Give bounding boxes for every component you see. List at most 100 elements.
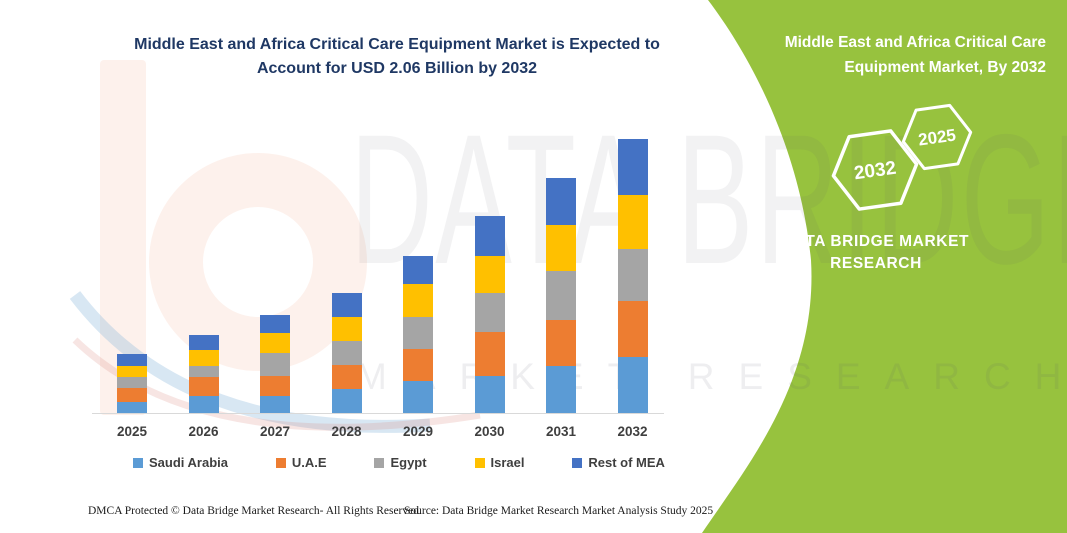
bar-segment-2029-saudi-arabia [403,381,433,413]
legend-item-rest-of-mea: Rest of MEA [572,455,665,470]
x-axis-label-2026: 2026 [188,424,219,439]
bar-segment-2032-saudi-arabia [617,357,648,413]
bar-segment-2029-egypt [403,317,433,350]
bar-segment-2026-u-a-e [188,377,219,396]
brand-name-line1: DATA BRIDGE MARKET [782,233,970,250]
green-panel-shape [702,0,1067,533]
x-axis-label-2031: 2031 [545,424,577,439]
hexagon-2032: 2032 [831,129,919,211]
bar-segment-2032-u-a-e [617,301,648,358]
bar-segment-2028-saudi-arabia [331,389,362,413]
bar-segment-2027-israel [260,333,290,354]
legend-item-egypt: Egypt [374,455,427,470]
x-axis-label-2028: 2028 [331,424,362,439]
hexagon-2025: 2025 [901,103,973,171]
bar-segment-2030-egypt [474,293,505,332]
legend-label: Rest of MEA [588,455,665,470]
bar-segment-2031-israel [546,225,576,271]
bar-2030 [474,216,505,413]
bar-segment-2032-israel [617,194,648,250]
chart-title-line2: Account for USD 2.06 Billion by 2032 [256,60,538,77]
bar-segment-2031-rest-of-mea [546,177,576,226]
bar-segment-2029-israel [403,283,433,318]
bar-segment-2030-rest-of-mea [474,216,505,257]
legend-item-saudi-arabia: Saudi Arabia [133,455,228,470]
bar-segment-2027-u-a-e [260,375,290,396]
side-panel-title-line1: Middle East and Africa Critical Care [784,34,1046,51]
legend-swatch-icon [133,457,143,468]
legend-label: Israel [490,455,525,470]
bar-2029 [403,256,433,413]
x-axis-label-2030: 2030 [474,424,505,439]
logo-red-swoosh [72,337,481,431]
brand-name: DATA BRIDGE MARKET RESEARCH [745,231,1007,275]
bar-2031 [546,177,576,413]
hexagon-badges: 2032 2025 [831,103,973,211]
bar-segment-2028-rest-of-mea [331,293,362,318]
bar-segment-2027-saudi-arabia [260,395,290,413]
bar-segment-2026-saudi-arabia [188,395,219,413]
legend-swatch-icon [275,457,286,468]
x-axis-label-2029: 2029 [402,424,434,439]
bar-segment-2026-egypt [188,366,219,378]
brand-name-line2: RESEARCH [830,255,922,272]
bar-segment-2028-egypt [331,341,362,366]
bar-segment-2025-israel [117,366,147,378]
bar-segment-2025-u-a-e [117,387,147,403]
bar-segment-2026-israel [188,350,219,367]
bar-segment-2030-u-a-e [474,331,505,376]
bar-2026 [188,334,219,413]
bar-segment-2031-u-a-e [546,319,576,367]
source-note: Source: Data Bridge Market Research Mark… [404,505,714,517]
bar-segment-2029-rest-of-mea [403,256,433,284]
bar-2028 [331,293,362,413]
bar-segment-2027-rest-of-mea [260,314,290,334]
bar-segment-2027-egypt [260,353,290,376]
logo-blue-swoosh [69,291,431,433]
bar-segment-2028-u-a-e [331,365,362,390]
legend-label: Egypt [390,455,427,470]
bar-segment-2031-saudi-arabia [546,366,576,413]
legend-item-israel: Israel [474,455,525,470]
logo-b-bowl [149,153,367,371]
legend-label: U.A.E [291,455,327,470]
bar-segment-2026-rest-of-mea [188,334,219,351]
bar-segment-2028-israel [331,317,362,342]
dmca-notice: DMCA Protected © Data Bridge Market Rese… [88,505,422,517]
x-axis-line [92,413,664,414]
bar-2025 [117,354,147,413]
chart-legend: Saudi Arabia U.A.E Egypt Israel Rest of MEA [133,455,665,470]
x-axis-label-2032: 2032 [617,424,648,439]
chart-title-line1: Middle East and Africa Critical Care Equ… [134,36,660,53]
hexagon-2025-shape [901,103,973,171]
chart-title: Middle East and Africa Critical Care Equ… [97,33,697,81]
legend-label: Saudi Arabia [149,455,228,470]
bar-segment-2032-egypt [617,249,648,302]
legend-item-u-a-e: U.A.E [275,455,327,470]
legend-swatch-icon [572,457,583,468]
side-panel-title-line2: Equipment Market, By 2032 [844,59,1046,76]
hexagon-2032-outline [831,129,919,211]
x-axis-label-2025: 2025 [116,424,148,439]
bar-segment-2025-egypt [117,377,147,388]
bar-segment-2030-israel [474,256,505,294]
bar-2032 [617,139,648,413]
bar-segment-2031-egypt [546,270,576,320]
bar-segment-2025-saudi-arabia [117,402,147,413]
bar-2027 [260,314,290,413]
bar-segment-2030-saudi-arabia [474,375,505,413]
side-panel-title: Middle East and Africa Critical Care Equ… [706,30,1046,80]
bar-segment-2029-u-a-e [403,349,433,382]
bar-segment-2025-rest-of-mea [117,354,147,367]
bar-segment-2032-rest-of-mea [617,139,648,195]
legend-swatch-icon [374,457,385,468]
legend-swatch-icon [474,457,485,468]
x-axis-label-2027: 2027 [259,424,291,439]
